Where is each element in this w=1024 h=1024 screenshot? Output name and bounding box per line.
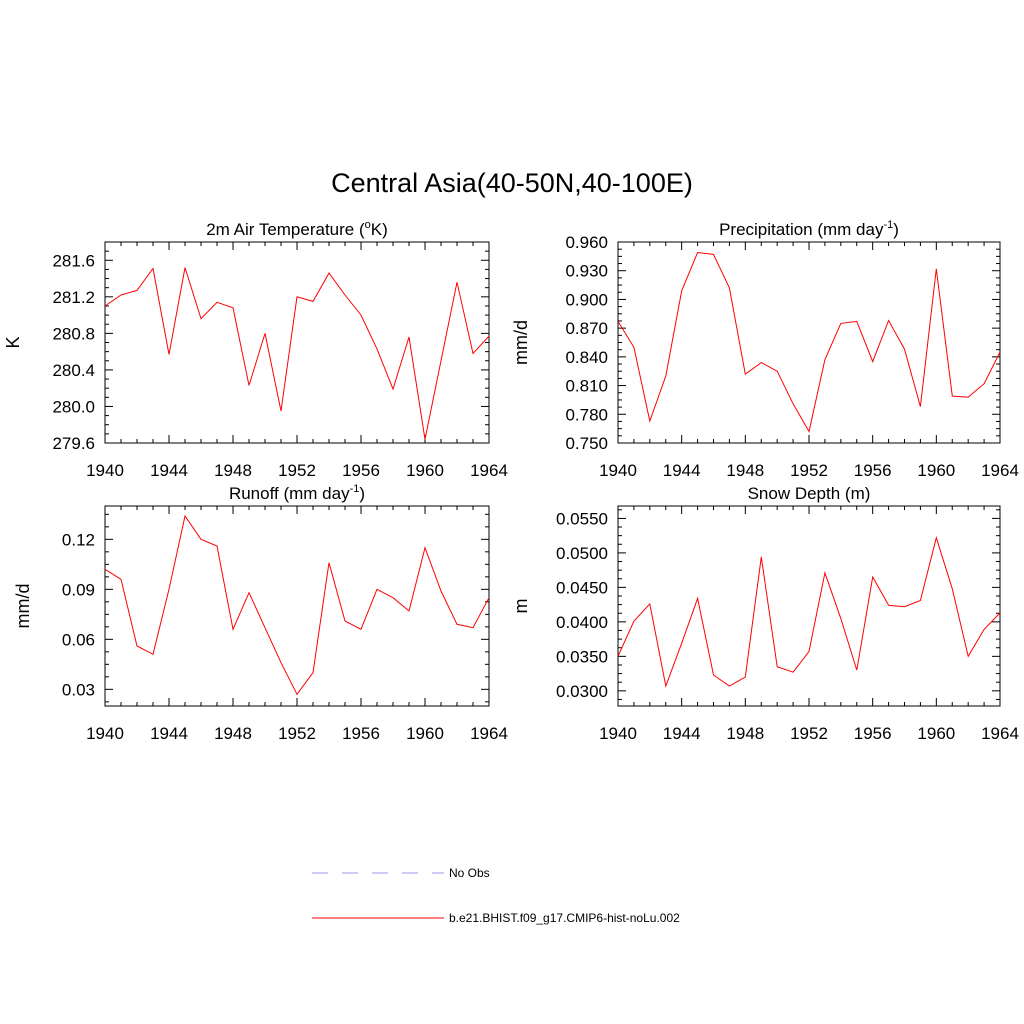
plot-frame xyxy=(104,505,490,707)
x-tick-label: 1952 xyxy=(278,724,316,743)
x-tick-label: 1952 xyxy=(278,461,316,480)
y-axis-label: m xyxy=(511,599,531,614)
panel-3: 1940 1944 1948 1952 1956 1960 1964 0.03 0.06 0.09… xyxy=(13,483,508,743)
x-tick-label: 1940 xyxy=(86,724,124,743)
y-tick-label: 280.0 xyxy=(52,397,95,416)
x-tick-label: 1964 xyxy=(470,724,508,743)
y-tick-label: 0.0300 xyxy=(556,682,608,701)
x-tick-label: 1948 xyxy=(726,461,764,480)
y-tick-label: 0.870 xyxy=(565,319,608,338)
plot-frame xyxy=(617,241,1001,444)
plot-frame xyxy=(104,241,490,444)
x-tick-label: 1948 xyxy=(214,724,252,743)
panel-1: 1940 1944 1948 1952 1956 1960 1964 279.6 280.0 28… xyxy=(3,219,508,480)
y-tick-label: 281.6 xyxy=(52,251,95,270)
x-tick-label: 1956 xyxy=(342,724,380,743)
plot-frame xyxy=(617,505,1001,707)
x-tick-label: 1964 xyxy=(470,461,508,480)
y-axis-label: K xyxy=(3,336,23,348)
panel-title: Precipitation (mm day-1) xyxy=(719,219,899,239)
x-tick-label: 1944 xyxy=(663,461,701,480)
series-line xyxy=(104,514,490,696)
y-tick-label: 0.12 xyxy=(62,530,95,549)
series-line xyxy=(617,535,1001,688)
y-tick-label: 0.930 xyxy=(565,262,608,281)
x-tick-label: 1952 xyxy=(790,724,828,743)
y-tick-label: 0.810 xyxy=(565,377,608,396)
x-tick-label: 1944 xyxy=(150,724,188,743)
y-tick-label: 0.960 xyxy=(565,233,608,252)
panel-title: 2m Air Temperature (oK) xyxy=(206,219,388,239)
x-tick-label: 1940 xyxy=(599,724,637,743)
x-tick-label: 1944 xyxy=(150,461,188,480)
y-tick-label: 279.6 xyxy=(52,434,95,453)
x-tick-label: 1948 xyxy=(214,461,252,480)
y-tick-label: 0.0400 xyxy=(556,613,608,632)
x-tick-label: 1944 xyxy=(663,724,701,743)
panel-2: 1940 1944 1948 1952 1956 1960 1964 0.750 0.780 0.… xyxy=(511,219,1019,480)
x-tick-label: 1940 xyxy=(599,461,637,480)
y-tick-label: 0.780 xyxy=(565,405,608,424)
series-line xyxy=(104,267,490,440)
y-axis-label: mm/d xyxy=(511,320,531,365)
y-axis-label: mm/d xyxy=(13,584,33,629)
y-tick-label: 280.8 xyxy=(52,324,95,343)
x-tick-label: 1964 xyxy=(981,461,1019,480)
panel-4: 1940 1944 1948 1952 1956 1960 1964 0.0300 0.0350… xyxy=(511,484,1019,743)
y-tick-label: 0.750 xyxy=(565,434,608,453)
y-tick-label: 0.03 xyxy=(62,680,95,699)
figure-title: Central Asia(40-50N,40-100E) xyxy=(331,168,693,198)
x-tick-label: 1952 xyxy=(790,461,828,480)
y-tick-label: 281.2 xyxy=(52,288,95,307)
y-tick-label: 280.4 xyxy=(52,361,95,380)
y-tick-label: 0.900 xyxy=(565,290,608,309)
x-tick-label: 1956 xyxy=(854,461,892,480)
y-tick-label: 0.0550 xyxy=(556,509,608,528)
y-tick-label: 0.0500 xyxy=(556,544,608,563)
x-tick-label: 1960 xyxy=(917,461,955,480)
y-tick-label: 0.0350 xyxy=(556,647,608,666)
panel-title: Snow Depth (m) xyxy=(748,484,871,503)
x-tick-label: 1960 xyxy=(406,461,444,480)
x-tick-label: 1960 xyxy=(917,724,955,743)
y-tick-label: 0.0450 xyxy=(556,578,608,597)
panel-title: Runoff (mm day-1) xyxy=(229,483,365,503)
x-tick-label: 1964 xyxy=(981,724,1019,743)
x-tick-label: 1956 xyxy=(854,724,892,743)
y-tick-label: 0.06 xyxy=(62,630,95,649)
x-tick-label: 1960 xyxy=(406,724,444,743)
x-tick-label: 1940 xyxy=(86,461,124,480)
y-tick-label: 0.840 xyxy=(565,348,608,367)
x-tick-label: 1956 xyxy=(342,461,380,480)
y-tick-label: 0.09 xyxy=(62,580,95,599)
x-tick-label: 1948 xyxy=(726,724,764,743)
series-line xyxy=(617,251,1001,433)
